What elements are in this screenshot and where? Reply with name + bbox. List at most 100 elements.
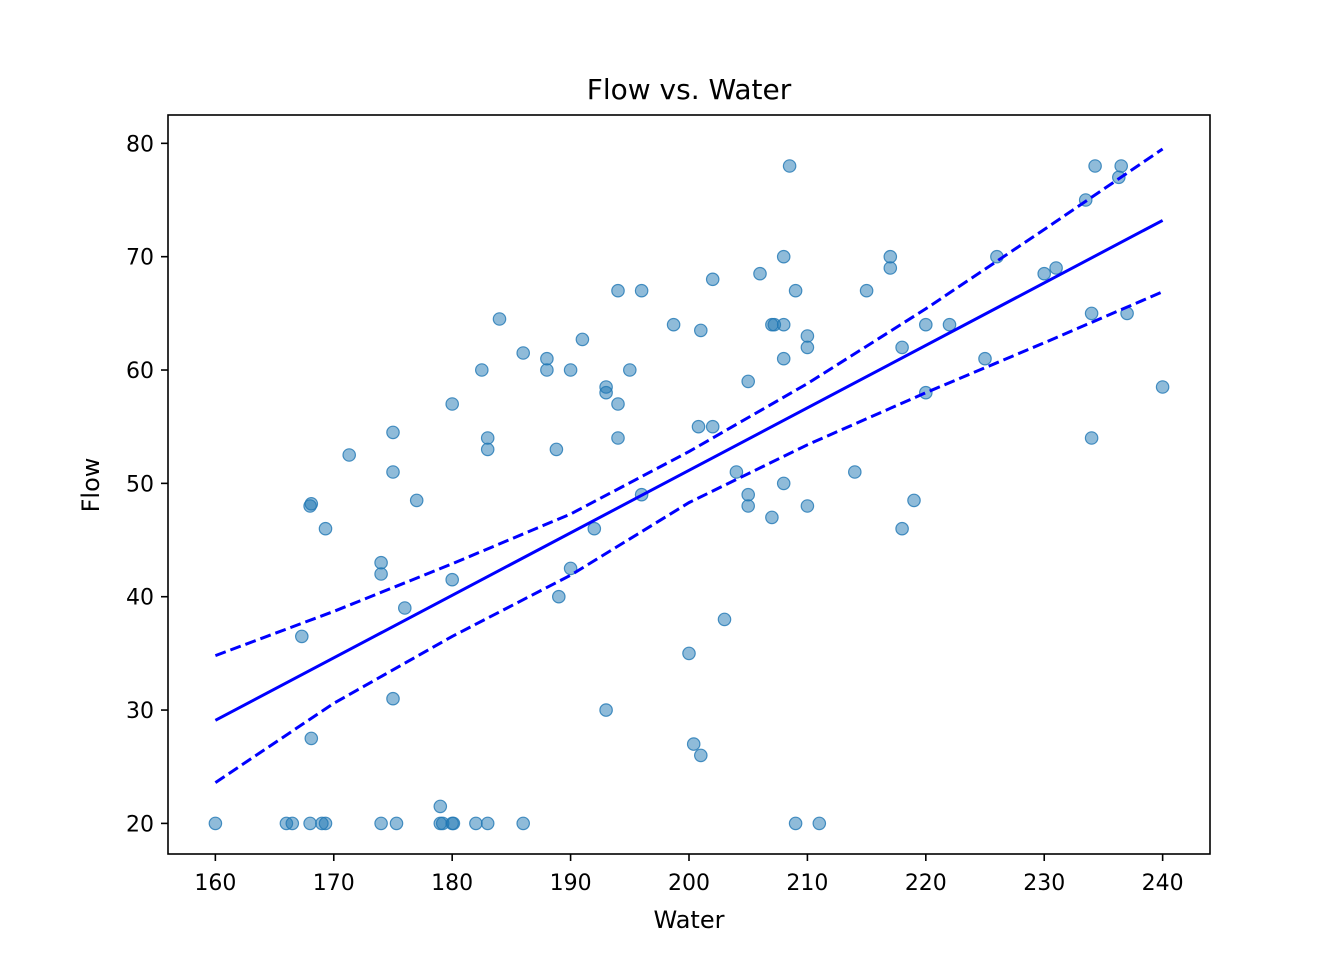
scatter-point [480,442,495,457]
plot-area [208,147,1170,831]
chart-title: Flow vs. Water [587,73,792,106]
x-tick-label: 190 [550,871,592,896]
scatter-point [285,816,300,831]
scatter-point [800,329,815,343]
confidence-upper-line [214,147,1164,658]
scatter-point [622,363,637,377]
scatter-point [907,493,921,508]
scatter-point [599,703,613,717]
x-tick-label: 240 [1142,871,1184,896]
x-tick-label: 210 [786,871,828,896]
scatter-point [686,737,701,751]
scatter-point [374,567,388,581]
scatter-point [386,425,400,440]
scatter-point [480,431,495,445]
scatter-point [342,448,356,462]
scatter-point [386,465,400,479]
scatter-point [1088,159,1102,173]
x-tick-label: 220 [905,871,947,896]
scatter-point [1114,159,1128,173]
x-tick-label: 170 [313,871,355,896]
scatter-point [1084,431,1099,445]
scatter-point [474,363,489,377]
scatter-point [859,283,874,298]
scatter-point [587,521,602,536]
scatter-point [717,612,732,627]
scatter-point [318,816,333,831]
x-axis: 160 170 180 190 200 210 220 230 240 [194,854,1184,896]
scatter-point [788,816,803,831]
scatter-point [634,283,649,298]
scatter-point [693,748,708,763]
scatter-point [409,493,424,508]
confidence-lower-line [214,290,1164,784]
scatter-point [883,261,898,275]
scatter-point [540,351,554,366]
scatter-point [741,374,755,389]
scatter-point [776,351,791,366]
y-tick-label: 70 [126,246,154,271]
scatter-point [549,442,564,457]
scatter-point [918,385,933,400]
scatter-point [386,691,400,706]
scatter-point [563,363,578,377]
scatter-point [729,465,744,479]
scatter-point [492,312,507,326]
scatter-point [753,266,767,281]
scatter-point [445,572,459,587]
scatter-point [895,521,909,536]
scatter-point [782,159,797,173]
scatter-point [446,816,461,831]
scatter-point [551,589,566,604]
scatter-point [1084,306,1099,321]
y-tick-label: 40 [126,586,154,611]
x-tick-label: 200 [668,871,710,896]
scatter-point [469,816,483,831]
y-tick-label: 50 [126,472,154,497]
scatter-point [611,397,625,411]
scatter-point [812,816,827,831]
scatter-point [389,816,404,831]
scatter-point [480,816,495,831]
scatter-point [563,561,578,576]
y-axis-label: Flow [77,458,105,513]
scatter-point [303,816,317,831]
scatter-point [741,499,755,513]
scatter-point [691,419,706,434]
scatter-point [304,496,319,511]
scatter-point [693,323,708,338]
scatter-point [304,731,319,746]
scatter-point [294,629,309,644]
y-tick-label: 30 [126,699,154,724]
x-axis-label: Water [654,906,725,934]
scatter-point [611,431,625,445]
scatter-point [516,346,530,360]
scatter-point [741,487,755,502]
scatter-point [788,283,803,298]
scatter-point [847,465,862,479]
scatter-point [445,397,459,411]
scatter-point [942,317,957,332]
y-tick-label: 60 [126,359,154,384]
scatter-point [1037,266,1051,281]
scatter-point [374,555,388,570]
scatter-point [208,816,223,831]
regression-line [214,219,1164,722]
scatter-point [918,317,933,332]
scatter-point [666,317,681,332]
scatter-point [516,816,530,831]
scatter-point [800,340,815,355]
scatter-point [776,317,791,332]
scatter-point [883,249,898,264]
scatter-point [599,380,613,394]
y-tick-label: 20 [126,812,154,837]
x-tick-label: 180 [431,871,473,896]
scatter-point [397,601,412,615]
scatter-point [682,646,696,661]
scatter-point [1155,380,1170,394]
scatter-point [776,249,791,264]
scatter-point [433,799,448,814]
scatter-point [705,419,720,434]
scatter-point [978,351,992,366]
